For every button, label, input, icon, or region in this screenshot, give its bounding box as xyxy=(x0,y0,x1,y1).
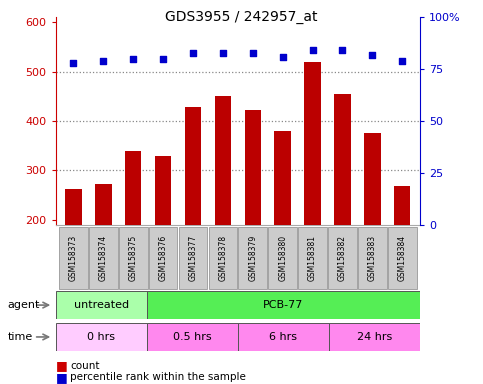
Text: time: time xyxy=(7,332,32,342)
Bar xyxy=(179,227,207,289)
Bar xyxy=(269,227,297,289)
Bar xyxy=(59,227,88,289)
Text: GSM158383: GSM158383 xyxy=(368,235,377,281)
Bar xyxy=(209,227,237,289)
Text: 0.5 hrs: 0.5 hrs xyxy=(173,332,212,342)
Text: percentile rank within the sample: percentile rank within the sample xyxy=(70,372,246,382)
Bar xyxy=(56,291,147,319)
Bar xyxy=(304,62,321,225)
Text: GDS3955 / 242957_at: GDS3955 / 242957_at xyxy=(165,10,318,23)
Text: GSM158379: GSM158379 xyxy=(248,235,257,281)
Bar xyxy=(147,291,420,319)
Text: ■: ■ xyxy=(56,359,67,372)
Bar xyxy=(239,227,267,289)
Text: GSM158382: GSM158382 xyxy=(338,235,347,281)
Point xyxy=(99,58,107,64)
Bar xyxy=(215,96,231,225)
Bar xyxy=(329,323,420,351)
Text: 24 hrs: 24 hrs xyxy=(357,332,392,342)
Text: untreated: untreated xyxy=(73,300,128,310)
Bar xyxy=(119,227,148,289)
Bar xyxy=(364,133,381,225)
Bar xyxy=(149,227,177,289)
Bar xyxy=(274,131,291,225)
Bar xyxy=(185,107,201,225)
Point xyxy=(398,58,406,64)
Text: GSM158375: GSM158375 xyxy=(129,235,138,281)
Bar xyxy=(394,186,411,225)
Bar xyxy=(358,227,387,289)
Text: GSM158377: GSM158377 xyxy=(188,235,198,281)
Bar xyxy=(65,189,82,225)
Text: 0 hrs: 0 hrs xyxy=(87,332,115,342)
Bar xyxy=(238,323,329,351)
Point xyxy=(189,50,197,56)
Point xyxy=(369,51,376,58)
Bar xyxy=(95,184,112,225)
Point xyxy=(70,60,77,66)
Text: 6 hrs: 6 hrs xyxy=(270,332,298,342)
Bar xyxy=(334,94,351,225)
Bar xyxy=(125,151,142,225)
Text: GSM158384: GSM158384 xyxy=(398,235,407,281)
Bar xyxy=(147,323,238,351)
Bar xyxy=(388,227,417,289)
Text: ■: ■ xyxy=(56,371,67,384)
Bar xyxy=(244,110,261,225)
Point xyxy=(279,54,286,60)
Text: PCB-77: PCB-77 xyxy=(263,300,304,310)
Point xyxy=(129,56,137,62)
Text: GSM158376: GSM158376 xyxy=(158,235,168,281)
Bar xyxy=(298,227,327,289)
Text: count: count xyxy=(70,361,99,371)
Text: GSM158378: GSM158378 xyxy=(218,235,227,281)
Text: GSM158380: GSM158380 xyxy=(278,235,287,281)
Text: GSM158381: GSM158381 xyxy=(308,235,317,281)
Bar xyxy=(155,156,171,225)
Text: GSM158374: GSM158374 xyxy=(99,235,108,281)
Point xyxy=(219,50,227,56)
Text: agent: agent xyxy=(7,300,40,310)
Point xyxy=(159,56,167,62)
Bar xyxy=(328,227,357,289)
Point xyxy=(339,47,346,53)
Point xyxy=(249,50,256,56)
Text: GSM158373: GSM158373 xyxy=(69,235,78,281)
Bar xyxy=(89,227,118,289)
Bar xyxy=(56,323,147,351)
Point xyxy=(309,47,316,53)
